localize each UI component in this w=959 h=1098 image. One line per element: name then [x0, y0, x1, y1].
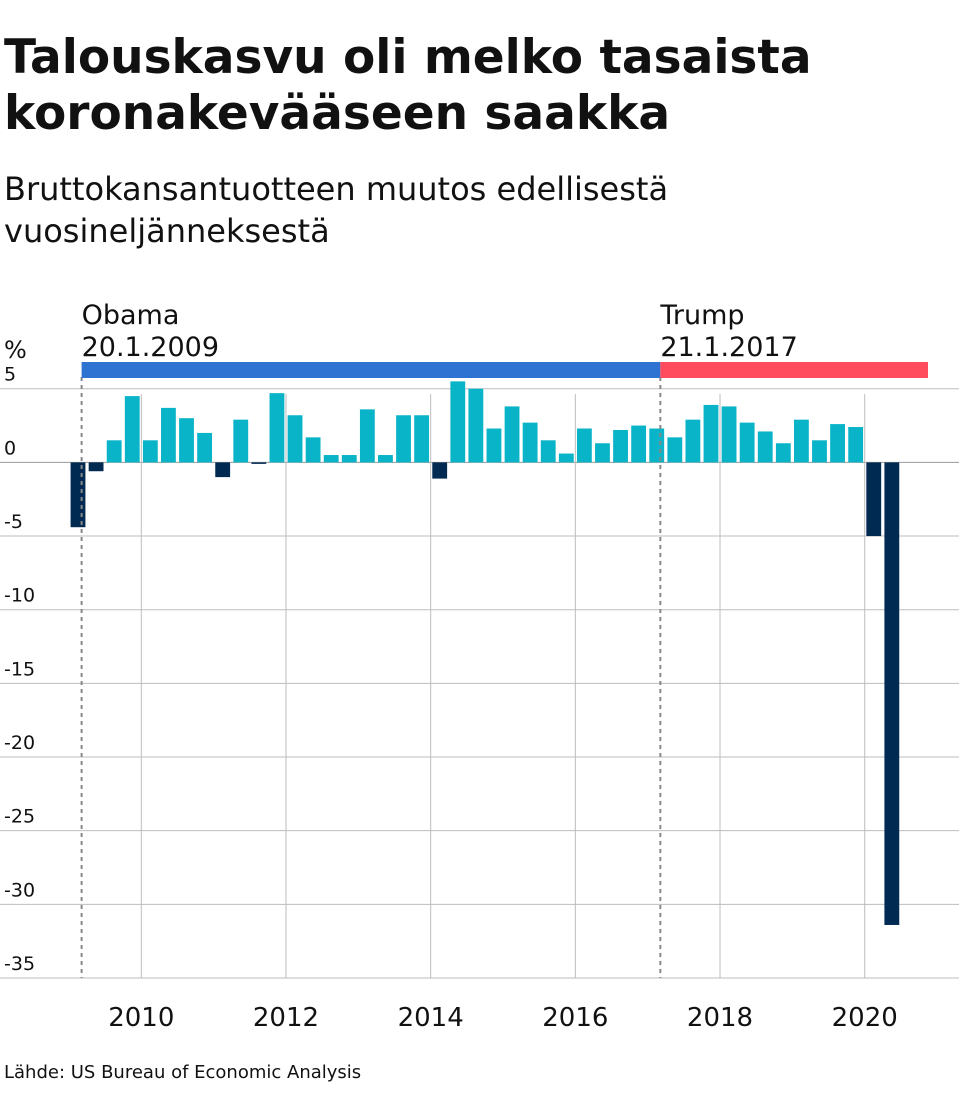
x-tick-label: 2014 [398, 1003, 464, 1033]
bar [378, 455, 393, 463]
bar [504, 406, 520, 463]
x-tick-label: 2016 [542, 1003, 608, 1033]
bar [432, 462, 448, 479]
bar [70, 462, 86, 528]
y-tick-label: 5 [4, 364, 16, 386]
bar [830, 424, 845, 463]
bar [866, 462, 882, 537]
bar [522, 422, 538, 463]
y-tick-label: -20 [4, 732, 35, 754]
term-band [81, 362, 661, 378]
term-date-label: 21.1.2017 [660, 332, 797, 363]
source-note: Lähde: US Bureau of Economic Analysis [4, 1062, 362, 1083]
bar [124, 396, 140, 463]
bar [667, 437, 683, 463]
x-tick-label: 2018 [687, 1003, 753, 1033]
bar [540, 440, 556, 463]
term-band [660, 362, 928, 378]
axis-tick-labels: 5 0 -5 -10 -15 -20 -25 -30 -35 2010 2012 2014 2016 20… [4, 364, 898, 1033]
bar [233, 419, 249, 463]
term-date-label: 20.1.2009 [82, 332, 219, 363]
y-tick-label: -10 [4, 585, 35, 607]
chart-title: Talouskasvu oli melko tasaista koronakev… [4, 30, 812, 141]
bar [396, 415, 411, 463]
bar [197, 432, 213, 463]
bar [414, 415, 430, 463]
bar [323, 455, 339, 463]
bar [305, 437, 321, 463]
x-tick-label: 2012 [253, 1003, 319, 1033]
bar [613, 429, 628, 463]
bar [812, 440, 827, 463]
bar [739, 422, 755, 463]
bar [793, 419, 809, 463]
bar [450, 381, 466, 463]
bar [269, 393, 285, 463]
y-tick-label: -35 [4, 953, 35, 975]
bar [721, 406, 737, 463]
y-tick-label: -5 [4, 511, 23, 533]
bar [884, 462, 900, 925]
bar [576, 428, 592, 463]
bar [142, 440, 158, 463]
bar [848, 427, 864, 463]
x-tick-label: 2020 [832, 1003, 898, 1033]
y-tick-label: -30 [4, 879, 35, 901]
y-tick-label: 0 [4, 437, 16, 459]
bars [70, 381, 900, 925]
bar [468, 388, 484, 463]
bar [161, 407, 176, 463]
y-tick-label: -25 [4, 806, 35, 828]
bar [685, 419, 701, 463]
term-president-label: Trump [659, 300, 744, 331]
bar [215, 462, 231, 478]
bar [631, 425, 647, 463]
bar [359, 409, 375, 463]
bar [106, 440, 122, 463]
bar [595, 443, 610, 463]
bar [703, 404, 719, 463]
term-president-label: Obama [82, 300, 180, 331]
bar [775, 443, 791, 463]
bar [287, 415, 303, 463]
bar [558, 453, 574, 463]
bar [341, 455, 357, 463]
x-tick-label: 2010 [108, 1003, 174, 1033]
bar [88, 462, 104, 472]
bar [649, 428, 665, 463]
bar [251, 462, 267, 464]
bar [757, 431, 773, 463]
bar [486, 428, 502, 463]
y-axis-unit-label: % [4, 336, 27, 364]
inauguration-markers [80, 377, 662, 978]
y-tick-label: -15 [4, 658, 35, 680]
gridlines [0, 388, 959, 979]
bar [179, 418, 194, 463]
chart-subtitle: Bruttokansantuotteen muutos edellisestä … [4, 170, 669, 250]
